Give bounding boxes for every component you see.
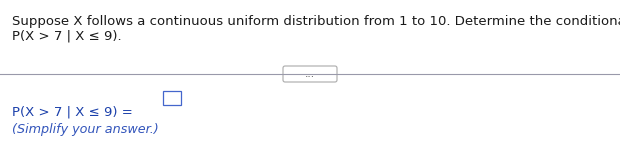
Text: Suppose X follows a continuous uniform distribution from 1 to 10. Determine the : Suppose X follows a continuous uniform d… <box>12 15 620 28</box>
Text: ...: ... <box>305 69 315 79</box>
Text: P(X > 7 | X ≤ 9).: P(X > 7 | X ≤ 9). <box>12 30 122 43</box>
FancyBboxPatch shape <box>283 66 337 82</box>
Text: P(X > 7 | X ≤ 9) =: P(X > 7 | X ≤ 9) = <box>12 106 137 119</box>
Text: (Simplify your answer.): (Simplify your answer.) <box>12 123 159 136</box>
FancyBboxPatch shape <box>163 91 181 105</box>
